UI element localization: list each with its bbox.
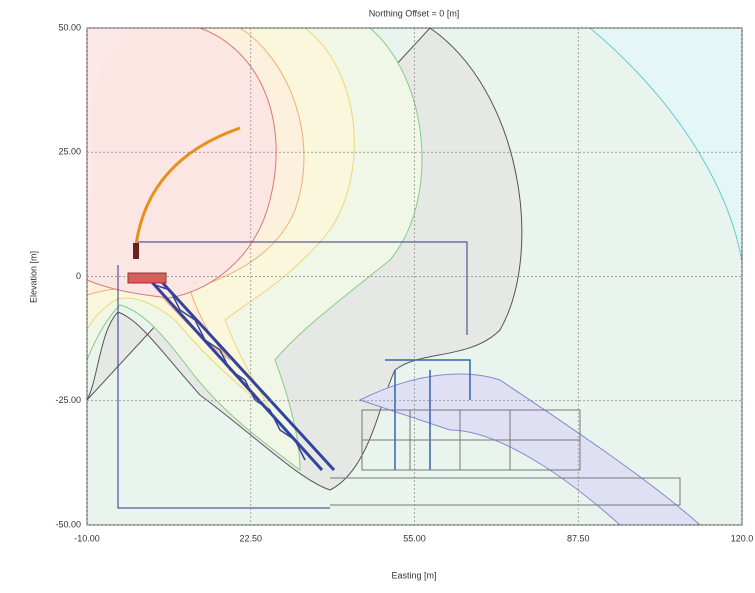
y-tick-label: -25.00	[55, 395, 81, 405]
x-tick-label: 55.00	[403, 533, 426, 543]
flare-tip	[133, 243, 139, 259]
x-tick-label: 22.50	[239, 533, 262, 543]
y-tick-label: 50.00	[58, 22, 81, 32]
x-tick-label: -10.00	[74, 533, 100, 543]
x-tick-label: 87.50	[567, 533, 590, 543]
page: {"chart_data": {"type": "contour", "titl…	[0, 0, 755, 593]
chart: Northing Offset = 0 [m] Easting [m] Elev…	[0, 0, 755, 588]
chart-title: Northing Offset = 0 [m]	[369, 8, 460, 18]
y-axis-label: Elevation [m]	[28, 251, 38, 303]
x-axis-label: Easting [m]	[391, 570, 436, 580]
y-tick-label: 25.00	[58, 147, 81, 157]
x-tick-label: 120.0	[731, 533, 754, 543]
platform	[128, 273, 166, 283]
y-tick-label: 0	[76, 271, 81, 281]
y-tick-label: -50.00	[55, 519, 81, 529]
